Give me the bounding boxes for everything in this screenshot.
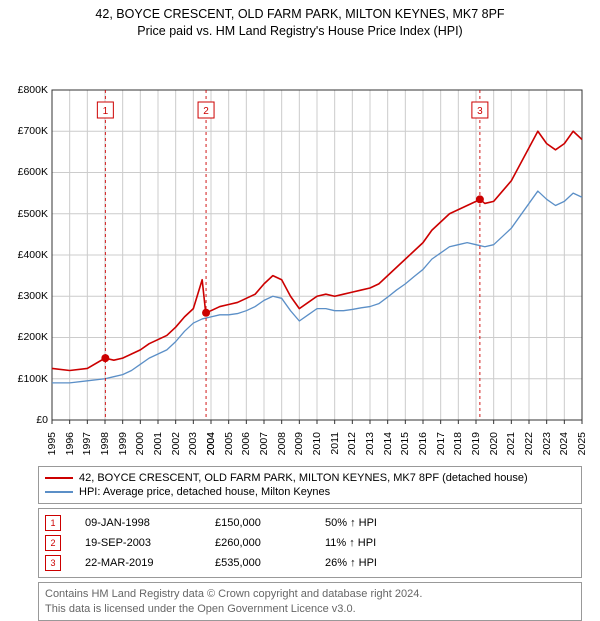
x-tick-label: 1998 — [99, 432, 111, 455]
y-tick-label: £700K — [18, 125, 48, 137]
x-tick-label: 1997 — [81, 432, 93, 455]
legend-swatch-blue — [45, 491, 73, 493]
transaction-marker: 2 — [45, 535, 61, 551]
transaction-marker: 3 — [45, 555, 61, 571]
y-tick-label: £800K — [18, 84, 48, 96]
x-tick-label: 2006 — [240, 432, 252, 455]
attribution-line2: This data is licensed under the Open Gov… — [45, 602, 575, 617]
svg-text:1: 1 — [103, 106, 109, 117]
x-tick-label: 2004 — [205, 432, 217, 455]
transaction-marker: 1 — [45, 515, 61, 531]
legend-swatch-red — [45, 477, 73, 479]
x-tick-label: 2018 — [452, 432, 464, 455]
y-tick-label: £0 — [36, 414, 48, 426]
chart-area: £0 £100K £200K £300K £400K £500K £600K £700K £80… — [0, 40, 600, 462]
transactions: 1 09-JAN-1998£150,00050% ↑ HPI 2 19-SEP-200… — [38, 508, 582, 578]
x-tick-label: 2011 — [329, 432, 341, 455]
transaction-row: 3 22-MAR-2019£535,00026% ↑ HPI — [45, 553, 575, 573]
y-tick-label: £200K — [18, 331, 48, 343]
x-tick-label: 2001 — [152, 432, 164, 455]
x-tick-label: 2021 — [505, 432, 517, 455]
x-tick-label: 2010 — [311, 432, 323, 455]
transaction-hpi: 26% ↑ HPI — [325, 557, 377, 569]
x-tick-label: 2022 — [523, 432, 535, 455]
y-tick-label: £500K — [18, 208, 48, 220]
attribution: Contains HM Land Registry data © Crown c… — [38, 582, 582, 621]
x-tick-label: 1995 — [46, 432, 58, 455]
transaction-price: £260,000 — [215, 537, 325, 549]
legend-row-property: 42, BOYCE CRESCENT, OLD FARM PARK, MILTO… — [45, 471, 575, 485]
x-tick-label: 2008 — [276, 432, 288, 455]
x-tick-label: 2019 — [470, 432, 482, 455]
x-tick-label: 2005 — [223, 432, 235, 455]
transaction-date: 19-SEP-2003 — [85, 537, 215, 549]
x-tick-label: 2013 — [364, 432, 376, 455]
svg-text:3: 3 — [477, 106, 483, 117]
y-tick-label: £100K — [18, 373, 48, 385]
svg-text:2: 2 — [203, 106, 209, 117]
chart-title: 42, BOYCE CRESCENT, OLD FARM PARK, MILTO… — [0, 0, 600, 40]
legend-label-property: 42, BOYCE CRESCENT, OLD FARM PARK, MILTO… — [79, 472, 528, 484]
x-tick-label: 2000 — [134, 432, 146, 455]
transaction-date: 22-MAR-2019 — [85, 557, 215, 569]
legend: 42, BOYCE CRESCENT, OLD FARM PARK, MILTO… — [38, 466, 582, 504]
x-tick-label: 2025 — [576, 432, 588, 455]
y-tick-label: £300K — [18, 290, 48, 302]
transaction-price: £535,000 — [215, 557, 325, 569]
legend-row-hpi: HPI: Average price, detached house, Milt… — [45, 485, 575, 499]
transaction-row: 1 09-JAN-1998£150,00050% ↑ HPI — [45, 513, 575, 533]
transaction-date: 09-JAN-1998 — [85, 517, 215, 529]
y-tick-label: £400K — [18, 249, 48, 261]
title-line2: Price paid vs. HM Land Registry's House … — [0, 23, 600, 40]
x-tick-label: 1999 — [117, 432, 129, 455]
transaction-row: 2 19-SEP-2003£260,00011% ↑ HPI — [45, 533, 575, 553]
x-tick-label: 2007 — [258, 432, 270, 455]
x-tick-label: 2003 — [187, 432, 199, 455]
x-tick-label: 2002 — [170, 432, 182, 455]
x-tick-label: 2014 — [382, 432, 394, 455]
title-line1: 42, BOYCE CRESCENT, OLD FARM PARK, MILTO… — [0, 6, 600, 23]
legend-label-hpi: HPI: Average price, detached house, Milt… — [79, 486, 330, 498]
transaction-hpi: 50% ↑ HPI — [325, 517, 377, 529]
x-tick-label: 2015 — [399, 432, 411, 455]
x-tick-label: 2016 — [417, 432, 429, 455]
x-tick-label: 1996 — [64, 432, 76, 455]
x-tick-label: 2017 — [435, 432, 447, 455]
x-axis-labels: 1995 1996 1997 1998 1999 2000 2001 2002 2003 2004… — [0, 428, 600, 462]
x-tick-label: 2023 — [541, 432, 553, 455]
transaction-price: £150,000 — [215, 517, 325, 529]
x-tick-label: 2012 — [346, 432, 358, 455]
line-chart: 1 2 3 — [0, 40, 600, 428]
attribution-line1: Contains HM Land Registry data © Crown c… — [45, 587, 575, 602]
x-tick-label: 2020 — [488, 432, 500, 455]
y-tick-label: £600K — [18, 166, 48, 178]
x-tick-label: 2024 — [558, 432, 570, 455]
x-tick-label: 2009 — [293, 432, 305, 455]
transaction-hpi: 11% ↑ HPI — [325, 537, 376, 549]
